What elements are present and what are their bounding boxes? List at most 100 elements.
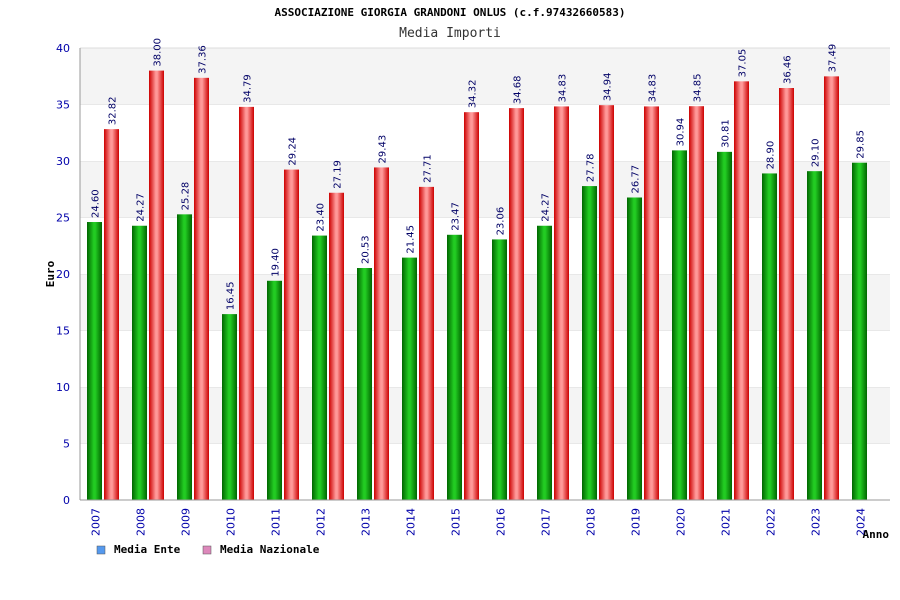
bar-media-nazionale	[734, 81, 749, 501]
value-label-media-ente: 24.60	[91, 189, 102, 218]
value-label-media-nazionale: 27.71	[423, 154, 434, 183]
x-tick-label: 2023	[810, 508, 823, 536]
grid-band	[80, 274, 890, 331]
x-tick-label: 2013	[360, 508, 373, 536]
grid-band	[80, 330, 890, 387]
bar-media-nazionale	[824, 76, 839, 500]
y-tick-label: 20	[56, 268, 70, 281]
value-label-media-nazionale: 34.85	[693, 74, 704, 103]
bar-media-ente	[132, 225, 147, 500]
bar-media-ente	[807, 171, 822, 501]
bar-media-ente	[267, 280, 282, 500]
bar-media-nazionale	[779, 88, 794, 500]
value-label-media-nazionale: 37.36	[198, 45, 209, 74]
grid-band	[80, 443, 890, 500]
bar-media-nazionale	[284, 169, 299, 500]
y-tick-label: 15	[56, 325, 70, 338]
bar-media-ente	[537, 225, 552, 500]
bar-media-ente	[582, 186, 597, 500]
bar-media-ente	[672, 150, 687, 501]
value-label-media-nazionale: 37.05	[738, 49, 749, 78]
bar-media-ente	[492, 239, 507, 500]
value-label-media-ente: 27.78	[586, 153, 597, 182]
x-tick-label: 2022	[765, 508, 778, 536]
chart-title: ASSOCIAZIONE GIORGIA GRANDONI ONLUS (c.f…	[275, 6, 626, 19]
x-tick-label: 2007	[90, 508, 103, 536]
legend-swatch-media-nazionale	[202, 545, 212, 555]
y-tick-label: 40	[56, 42, 70, 55]
bar-media-nazionale	[599, 105, 614, 500]
grid-band	[80, 217, 890, 274]
value-label-media-ente: 25.28	[181, 182, 192, 211]
value-label-media-ente: 30.81	[721, 119, 732, 148]
value-label-media-ente: 16.45	[226, 281, 237, 310]
value-label-media-nazionale: 29.24	[288, 137, 299, 166]
legend: Media Ente Media Nazionale	[96, 543, 320, 556]
value-label-media-nazionale: 36.46	[783, 55, 794, 84]
x-axis-ticks: 2007 2008 2009 2010 2011 2012 2013 2014 2015 2016…	[90, 508, 868, 536]
value-label-media-nazionale: 29.43	[378, 135, 389, 164]
y-tick-label: 30	[56, 155, 70, 168]
y-axis-ticks: 0 5 10 15 20 25 30 35 40	[56, 42, 70, 507]
x-tick-label: 2010	[225, 508, 238, 536]
legend-label-media-nazionale: Media Nazionale	[220, 543, 320, 556]
value-label-media-ente: 20.53	[361, 235, 372, 264]
value-label-media-ente: 30.94	[676, 118, 687, 147]
bar-media-nazionale	[149, 70, 164, 500]
value-label-media-ente: 23.40	[316, 203, 327, 232]
x-tick-label: 2018	[585, 508, 598, 536]
value-label-media-nazionale: 34.68	[513, 75, 524, 104]
bar-media-ente	[627, 197, 642, 500]
value-label-media-ente: 21.45	[406, 225, 417, 254]
value-label-media-nazionale: 32.82	[108, 96, 119, 125]
x-tick-label: 2020	[675, 508, 688, 536]
x-axis-label: Anno	[863, 528, 890, 541]
bar-media-ente	[717, 151, 732, 501]
value-label-media-nazionale: 34.83	[648, 74, 659, 103]
bar-media-ente	[357, 268, 372, 500]
grid-band	[80, 48, 890, 105]
bar-media-nazionale	[689, 106, 704, 500]
bar-media-ente	[222, 314, 237, 500]
bar-media-nazionale	[329, 192, 344, 501]
x-tick-label: 2024	[855, 508, 868, 536]
grid-band	[80, 161, 890, 218]
value-label-media-nazionale: 27.19	[333, 160, 344, 189]
x-tick-label: 2019	[630, 508, 643, 536]
value-label-media-nazionale: 34.79	[243, 74, 254, 103]
bar-media-nazionale	[239, 106, 254, 501]
bar-media-ente	[762, 173, 777, 500]
x-tick-label: 2012	[315, 508, 328, 536]
y-tick-label: 10	[56, 381, 70, 394]
value-label-media-ente: 19.40	[271, 248, 282, 277]
legend-label-media-ente: Media Ente	[114, 543, 181, 556]
bar-media-ente	[402, 257, 417, 500]
bar-media-ente	[87, 222, 102, 500]
x-tick-label: 2011	[270, 508, 283, 536]
bars	[87, 70, 867, 501]
bar-media-nazionale	[104, 129, 119, 500]
grid-bands	[80, 47, 890, 500]
y-tick-label: 5	[63, 438, 70, 451]
chart-subtitle: Media Importi	[399, 26, 501, 41]
value-label-media-ente: 23.06	[496, 207, 507, 236]
y-tick-label: 35	[56, 99, 70, 112]
bar-media-nazionale	[644, 106, 659, 501]
bar-media-ente	[852, 162, 867, 500]
value-label-media-nazionale: 34.83	[558, 74, 569, 103]
value-label-media-ente: 28.90	[766, 141, 777, 170]
bar-media-nazionale	[374, 167, 389, 501]
bar-media-nazionale	[419, 186, 434, 500]
value-label-media-nazionale: 34.32	[468, 80, 479, 109]
value-label-media-ente: 24.27	[541, 193, 552, 222]
value-label-media-ente: 23.47	[451, 202, 462, 231]
x-tick-label: 2021	[720, 508, 733, 536]
bar-media-ente	[312, 235, 327, 500]
value-label-media-ente: 29.10	[811, 139, 822, 168]
x-tick-label: 2017	[540, 508, 553, 536]
x-tick-label: 2016	[495, 508, 508, 536]
bar-media-ente	[447, 234, 462, 500]
bar-media-nazionale	[194, 77, 209, 500]
y-axis-label: Euro	[44, 260, 57, 287]
bar-media-nazionale	[509, 108, 524, 500]
